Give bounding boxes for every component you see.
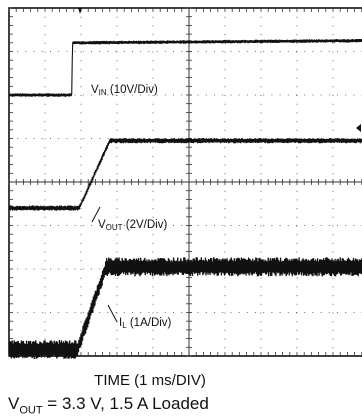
leader-lines bbox=[91, 206, 118, 323]
graticule bbox=[8, 7, 362, 357]
vout-label: VOUT (2V/Div) bbox=[98, 219, 167, 232]
trace-labels: VIN (10V/Div) VOUT (2V/Div) IL (1A/Div) bbox=[91, 84, 172, 330]
trace-vin bbox=[8, 38, 362, 97]
x-axis-label: TIME (1 ms/DIV) bbox=[94, 372, 206, 389]
trace-il bbox=[8, 257, 362, 359]
trigger-marker bbox=[78, 8, 82, 14]
trace-vout bbox=[8, 138, 362, 211]
vout-leader-line bbox=[91, 206, 101, 223]
traces bbox=[8, 38, 362, 359]
oscilloscope-plot: VIN (10V/Div) VOUT (2V/Div) IL (1A/Div) bbox=[8, 7, 362, 359]
il-leader-line bbox=[107, 304, 118, 323]
vin-label: VIN (10V/Div) bbox=[91, 84, 158, 97]
cursor-marker bbox=[356, 124, 361, 132]
il-label: IL (1A/Div) bbox=[119, 317, 172, 330]
chart-caption: VOUT = 3.3 V, 1.5 A Loaded bbox=[8, 394, 209, 417]
